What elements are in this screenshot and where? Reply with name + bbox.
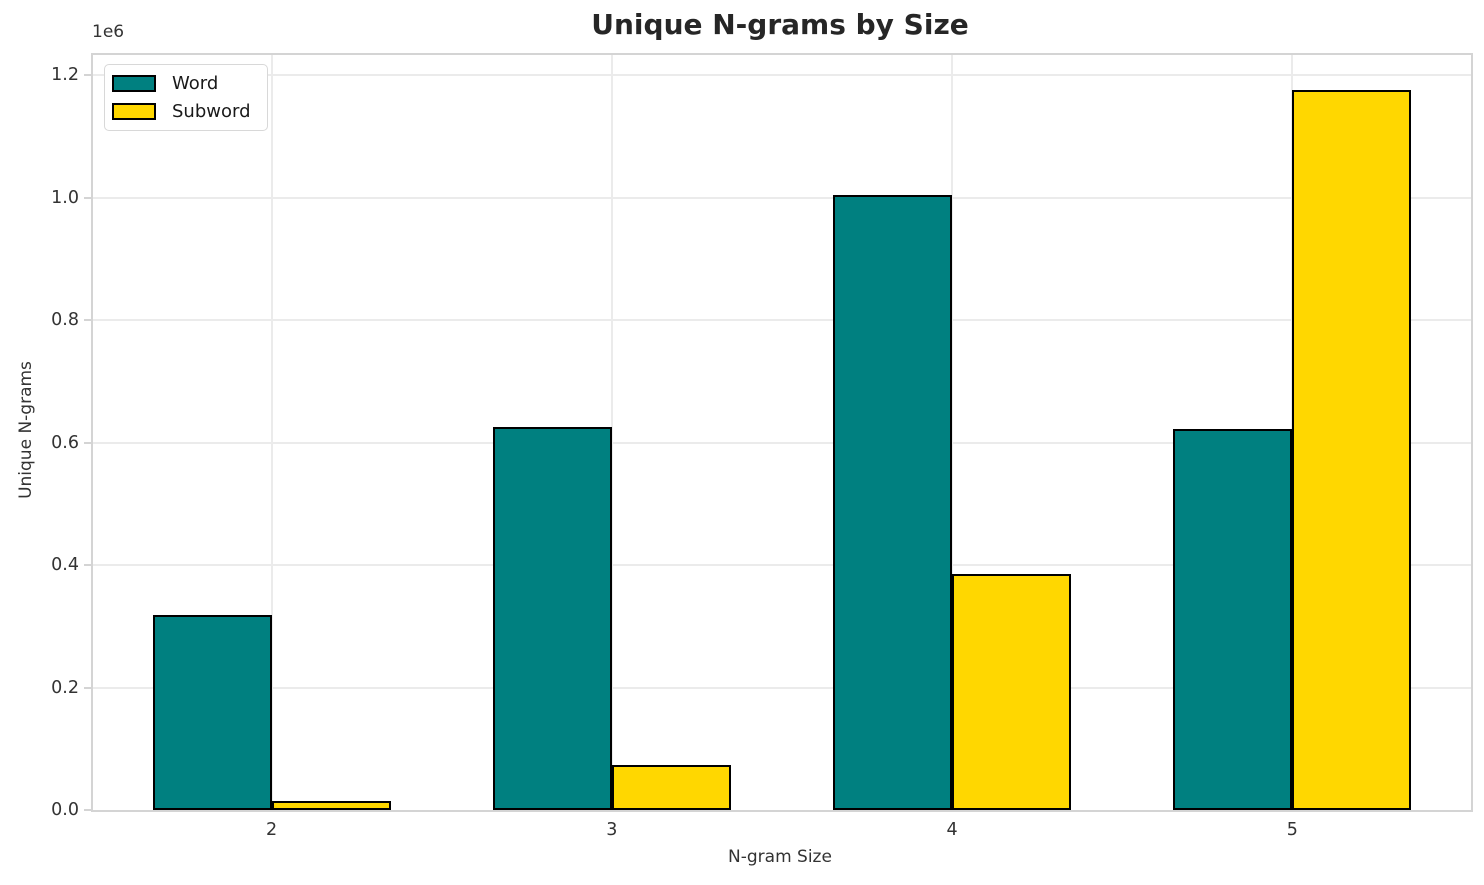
v-gridline bbox=[610, 55, 613, 810]
y-tick-mark bbox=[84, 196, 93, 199]
y-tick-label: 0.8 bbox=[51, 310, 79, 331]
v-gridline bbox=[951, 55, 954, 810]
bar-subword-ngram-4 bbox=[952, 574, 1072, 810]
bar-word-ngram-2 bbox=[152, 614, 272, 810]
legend-item-word: Word bbox=[112, 73, 251, 94]
chart-title: Unique N-grams by Size bbox=[591, 8, 969, 41]
x-axis-label: N-gram Size bbox=[728, 847, 832, 867]
h-gridline bbox=[93, 441, 1471, 444]
h-gridline bbox=[93, 196, 1471, 199]
h-gridline bbox=[93, 686, 1471, 689]
y-tick-mark bbox=[84, 319, 93, 322]
x-tick-label: 2 bbox=[266, 820, 278, 840]
bar-word-ngram-4 bbox=[833, 194, 953, 810]
x-tick-label: 5 bbox=[1286, 820, 1298, 840]
x-tick-label: 4 bbox=[946, 820, 958, 840]
x-tick-label: 3 bbox=[606, 820, 618, 840]
bar-word-ngram-3 bbox=[492, 426, 612, 810]
y-tick-label: 0.6 bbox=[51, 432, 79, 453]
y-axis-label: Unique N-grams bbox=[16, 361, 36, 499]
legend: Word Subword bbox=[104, 64, 268, 131]
y-tick-mark bbox=[84, 686, 93, 689]
y-tick-mark bbox=[84, 809, 93, 811]
legend-label: Subword bbox=[172, 101, 251, 122]
bar-subword-ngram-5 bbox=[1292, 89, 1412, 810]
y-tick-mark bbox=[84, 564, 93, 567]
legend-swatch-icon bbox=[112, 103, 156, 120]
h-gridline bbox=[93, 319, 1471, 322]
v-gridline bbox=[270, 55, 273, 810]
y-tick-label: 0.4 bbox=[51, 555, 79, 576]
h-gridline bbox=[93, 564, 1471, 567]
y-axis-offset-text: 1e6 bbox=[92, 22, 125, 42]
legend-label: Word bbox=[172, 73, 219, 94]
y-tick-mark bbox=[84, 441, 93, 444]
y-tick-label: 0.2 bbox=[51, 677, 79, 698]
y-tick-label: 1.2 bbox=[51, 65, 79, 86]
bar-subword-ngram-2 bbox=[271, 801, 391, 810]
h-gridline bbox=[93, 74, 1471, 77]
plot-area: 0.0 0.2 0.4 0.6 0.8 1.0 1.2 2 3 4 5 Word Subword bbox=[51, 53, 1473, 840]
legend-swatch-icon bbox=[112, 75, 156, 92]
bar-word-ngram-5 bbox=[1173, 429, 1293, 810]
y-tick-label: 0.0 bbox=[51, 800, 79, 820]
y-tick-mark bbox=[84, 74, 93, 77]
legend-item-subword: Subword bbox=[112, 101, 251, 122]
bar-subword-ngram-3 bbox=[611, 764, 731, 810]
y-tick-label: 1.0 bbox=[51, 187, 79, 208]
